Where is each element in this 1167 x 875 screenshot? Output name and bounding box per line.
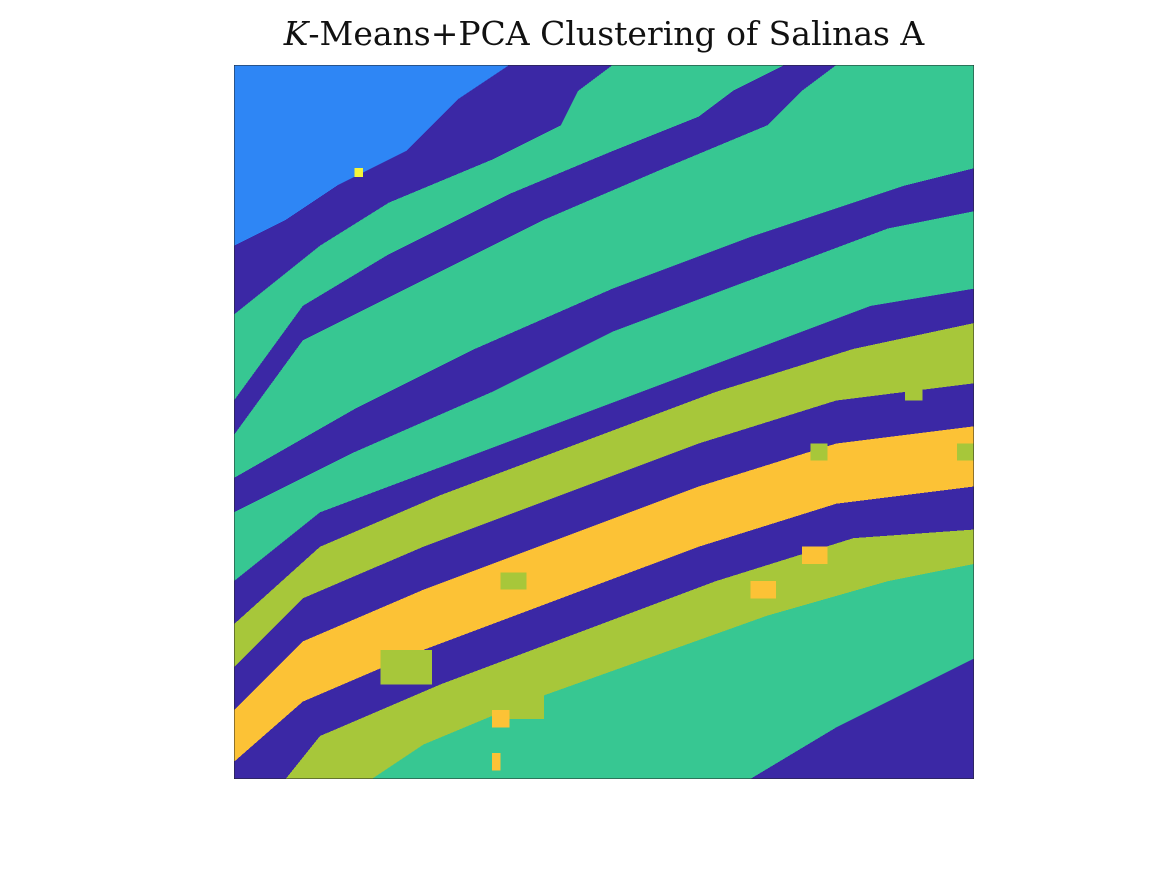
cluster-5-region-21 (492, 710, 510, 728)
cluster-3-region-4 (234, 65, 974, 478)
cluster-3-region-13 (371, 563, 974, 779)
cluster-segments (234, 65, 974, 779)
cluster-3-region-6 (234, 211, 974, 582)
chart-title-text: -Means+PCA Clustering of Salinas A (308, 14, 925, 53)
cluster-3-region-2 (234, 65, 785, 401)
cluster-map (234, 65, 974, 779)
cluster-1-region-26 (345, 168, 355, 177)
cluster-2-region-11 (234, 486, 974, 779)
cluster-2-region-5 (234, 168, 974, 513)
cluster-6-region-25 (354, 168, 364, 177)
cluster-2-region-14 (750, 658, 974, 779)
cluster-2-region-1 (234, 65, 613, 315)
cluster-2-region-7 (234, 288, 974, 625)
cluster-4-region-8 (234, 323, 974, 668)
cluster-4-region-20 (956, 443, 974, 461)
cluster-2-region-3 (234, 65, 837, 435)
cluster-5-region-23 (750, 581, 777, 599)
chart-title-variable: K (283, 14, 309, 53)
cluster-1-region-0 (234, 65, 510, 246)
cluster-5-region-10 (234, 426, 974, 762)
cluster-2-region-9 (234, 383, 974, 711)
cluster-4-region-18 (905, 383, 923, 401)
chart-title: K-Means+PCA Clustering of Salinas A (0, 14, 1167, 53)
cluster-4-region-12 (285, 529, 974, 779)
cluster-5-region-24 (492, 753, 501, 771)
cluster-4-region-19 (810, 443, 828, 461)
cluster-4-region-16 (380, 649, 432, 685)
cluster-5-region-22 (801, 546, 828, 564)
cluster-4-region-15 (500, 572, 527, 590)
